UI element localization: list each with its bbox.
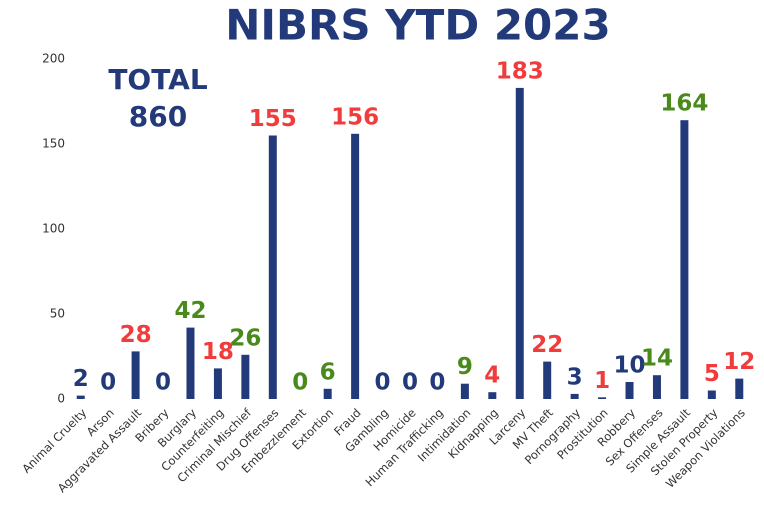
- y-tick-label: 150: [42, 137, 65, 151]
- bar: [488, 392, 497, 399]
- data-label: 0: [100, 370, 116, 396]
- bar: [515, 87, 524, 400]
- data-label: 0: [155, 370, 171, 396]
- data-label: 4: [484, 363, 500, 389]
- data-label: 1: [594, 368, 610, 394]
- data-label: 6: [320, 359, 336, 385]
- chart-title: NIBRS YTD 2023: [225, 1, 610, 50]
- data-label: 155: [249, 106, 297, 132]
- data-label: 2: [73, 366, 89, 392]
- bar: [543, 361, 552, 399]
- y-tick-label: 0: [57, 392, 65, 406]
- bar: [707, 390, 716, 399]
- data-label: 14: [641, 346, 673, 372]
- bar: [131, 351, 140, 399]
- bar: [570, 393, 579, 399]
- bar: [652, 375, 661, 399]
- bar: [76, 395, 85, 399]
- annotation: TOTAL: [108, 63, 207, 96]
- data-label: 22: [531, 332, 563, 358]
- bar: [323, 388, 332, 399]
- y-tick-label: 50: [50, 307, 65, 321]
- bar: [213, 368, 222, 399]
- bar: [268, 135, 277, 399]
- data-label: 0: [292, 370, 308, 396]
- bar: [351, 133, 360, 400]
- data-label: 9: [457, 354, 473, 380]
- data-label: 164: [660, 91, 708, 117]
- data-label: 183: [496, 58, 544, 84]
- data-label: 18: [202, 339, 234, 365]
- bar: [680, 120, 689, 399]
- bar: [735, 378, 744, 399]
- y-tick-label: 200: [42, 52, 65, 66]
- data-label: 3: [567, 364, 583, 390]
- data-label: 5: [704, 361, 720, 387]
- bar: [625, 382, 634, 399]
- data-label: 42: [174, 298, 206, 324]
- data-label: 0: [402, 370, 418, 396]
- data-label: 0: [429, 370, 445, 396]
- data-label: 28: [120, 322, 152, 348]
- bar: [598, 397, 607, 399]
- data-label: 156: [331, 104, 379, 130]
- annotation: 860: [129, 100, 187, 133]
- bar: [241, 354, 250, 399]
- data-label: 0: [375, 370, 391, 396]
- data-label: 12: [723, 349, 755, 375]
- bar: [186, 327, 195, 399]
- y-tick-label: 100: [42, 222, 65, 236]
- bar: [460, 383, 469, 399]
- data-label: 10: [614, 353, 646, 379]
- data-label: 26: [229, 325, 261, 351]
